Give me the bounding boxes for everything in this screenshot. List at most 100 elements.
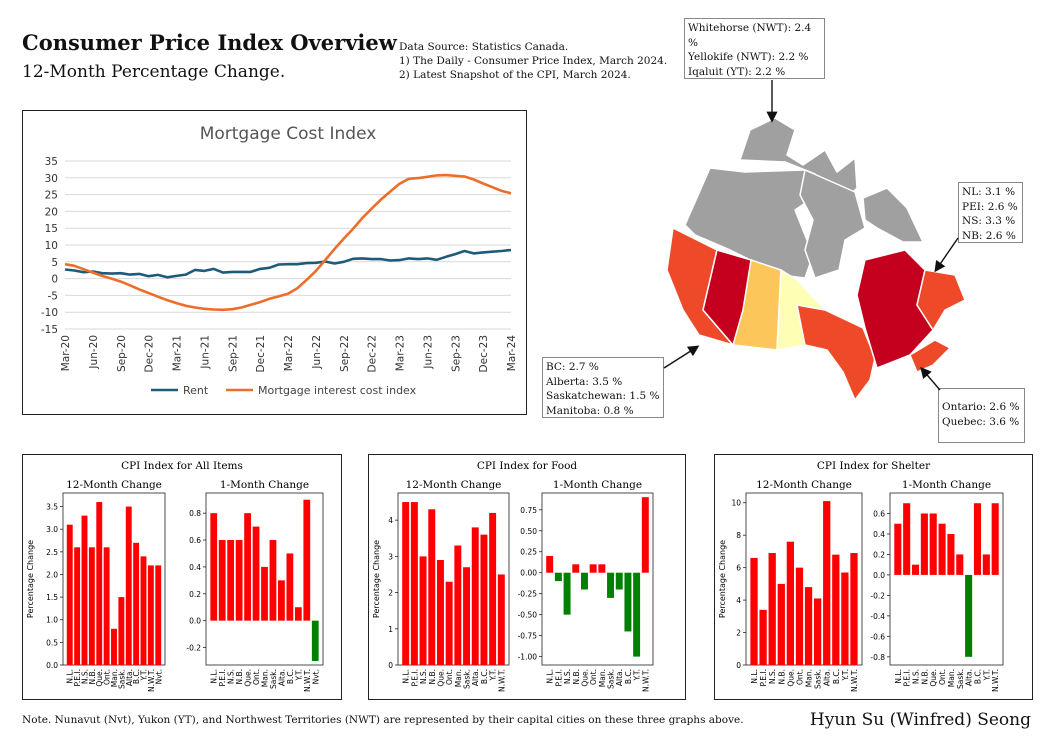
y-tick-label: -10 <box>41 307 58 319</box>
y-tick-label: 3.5 <box>46 503 58 512</box>
x-tick-label: N.L. <box>66 669 75 684</box>
x-tick-label: Mar-21 <box>172 335 184 371</box>
annotation-line: BC: 2.7 % <box>546 361 599 373</box>
x-tick-label: N.S. <box>227 669 236 684</box>
bar <box>633 572 641 657</box>
ontario-region <box>796 304 876 401</box>
bar <box>480 534 488 665</box>
bar <box>244 513 251 621</box>
x-tick-label: Y.T. <box>489 669 498 682</box>
bar <box>210 513 218 621</box>
y-axis-label: Percentage Change <box>718 540 727 618</box>
y-tick-label: 0.6 <box>189 536 201 545</box>
bar <box>155 565 162 665</box>
y-tick-label: 0 <box>736 661 741 670</box>
bar <box>777 583 785 665</box>
y-tick-label: -0.50 <box>518 611 538 620</box>
bar <box>947 533 955 575</box>
x-tick-label: N.S. <box>912 669 921 684</box>
x-tick-label: Jun-20 <box>88 335 100 370</box>
bar <box>911 564 920 575</box>
y-tick-label: 25 <box>45 190 58 202</box>
y-tick-label: 0 <box>51 274 58 286</box>
annotation-line: Saskatchewan: 1.5 % <box>546 390 660 402</box>
x-tick-label: Y.T. <box>841 669 850 682</box>
subplot-title: 12-Month Change <box>66 479 162 491</box>
chart-title: Mortgage Cost Index <box>200 124 377 144</box>
x-tick-label: Ont. <box>938 669 947 685</box>
x-tick-label: Alta. <box>615 669 624 686</box>
x-tick-label: Que. <box>929 669 938 687</box>
territories-region <box>684 167 818 279</box>
bar <box>965 574 973 657</box>
annotation-line: Whitehorse (NWT): 2.4 % <box>688 22 812 49</box>
annotation-atlantic: NL: 3.1 % PEI: 2.6 % NS: 3.3 % NB: 2.6 % <box>958 182 1023 243</box>
x-tick-label: Dec-20 <box>144 335 156 372</box>
y-tick-label: 0.8 <box>189 509 201 518</box>
y-tick-label: 0.4 <box>873 530 885 539</box>
y-tick-label: 2.5 <box>46 548 58 557</box>
bar <box>938 523 946 575</box>
x-tick-label: Alta. <box>125 669 134 686</box>
y-tick-label: 0.00 <box>520 569 537 578</box>
bar <box>894 523 902 575</box>
x-tick-label: N.S. <box>80 669 89 684</box>
x-tick-label: Sask. <box>814 669 823 689</box>
data-source: Data Source: Statistics Canada. 1) The D… <box>399 40 667 82</box>
x-tick-label: Sask. <box>463 669 472 689</box>
x-tick-label: Man. <box>110 669 119 687</box>
bar <box>111 628 117 665</box>
y-tick-label: -0.2 <box>870 591 885 600</box>
mortgage-line-chart: Mortgage Cost Index -15 -10 -5 0 5 10 15 20 25 30 3… <box>41 124 518 397</box>
source-line: 2) Latest Snapshot of the CPI, March 202… <box>399 69 631 81</box>
bar <box>497 574 505 665</box>
y-axis-label: Percentage Change <box>26 540 35 618</box>
annotation-line: PEI: 2.6 % <box>962 200 1018 213</box>
bar <box>436 559 444 665</box>
x-tick-label: Alta. <box>471 669 480 686</box>
legend-mortgage-label: Mortgage interest cost index <box>258 384 417 397</box>
bar <box>227 540 235 621</box>
footnote: Note. Nunavut (Nvt), Yukon (YT), and Nor… <box>22 714 744 726</box>
x-tick-label: N.S. <box>563 669 572 684</box>
bar <box>96 502 103 665</box>
y-tick-label: 4 <box>388 516 393 525</box>
x-tick-label: N.B. <box>777 669 786 685</box>
y-axis-label: Percentage Change <box>372 540 381 618</box>
x-tick-label: Man. <box>598 669 607 687</box>
canada-map <box>666 117 966 401</box>
x-tick-label: Man. <box>805 669 814 687</box>
y-tick-label: 15 <box>45 223 58 235</box>
bar <box>118 597 125 665</box>
bar <box>615 572 623 590</box>
y-tick-label: 0.0 <box>189 617 201 626</box>
bar <box>261 566 268 621</box>
x-tick-label: B.C. <box>286 669 295 684</box>
x-tick-label: Man. <box>947 669 956 687</box>
page-title: Consumer Price Index Overview <box>22 30 397 55</box>
x-tick-label: Nvt. <box>154 669 163 684</box>
bar <box>454 545 462 665</box>
subplot-title: 1-Month Change <box>902 479 991 491</box>
x-tick-label: N.B. <box>88 669 97 685</box>
x-tick-label: Sask. <box>956 669 965 689</box>
panel-title: CPI Index for Food <box>477 460 578 472</box>
x-tick-label: Ont. <box>103 669 112 685</box>
bar <box>269 540 277 621</box>
bar <box>286 553 294 621</box>
bar <box>74 547 81 665</box>
bar <box>311 620 319 661</box>
x-tick-label: N.L. <box>402 669 411 684</box>
annotation-central: Ontario: 2.6 % Quebec: 3.6 % <box>938 388 1025 443</box>
mortgage-chart-panel: Mortgage Cost Index -15 -10 -5 0 5 10 15 20 25 30 3… <box>22 110 527 415</box>
x-tick-label: Y.T. <box>140 669 149 682</box>
y-tick-label: 0.0 <box>873 571 885 580</box>
maritimes-region <box>909 339 951 373</box>
x-tick-label: N.B. <box>572 669 581 685</box>
bar <box>235 540 243 621</box>
bar <box>973 503 982 575</box>
y-tick-label: 2 <box>736 629 741 638</box>
shelter-panel: CPI Index for Shelter 12-Month Change 0 2 4 6… <box>714 454 1033 700</box>
bar <box>81 515 88 665</box>
y-tick-label: -1.00 <box>518 653 538 662</box>
